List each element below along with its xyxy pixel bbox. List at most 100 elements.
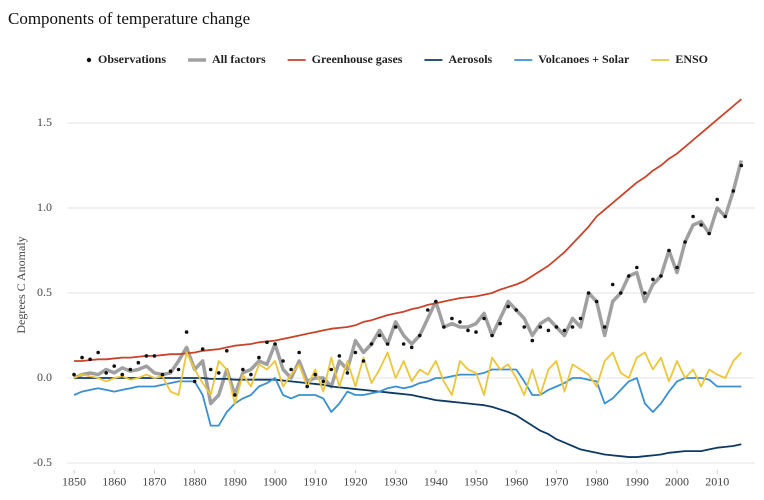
observation-point bbox=[707, 231, 711, 236]
observation-point bbox=[88, 357, 92, 362]
observation-point bbox=[425, 308, 430, 312]
x-tick-label: 1860 bbox=[102, 475, 126, 489]
series-line bbox=[73, 368, 742, 427]
observation-point bbox=[618, 291, 623, 295]
x-tick-label: 1920 bbox=[343, 475, 367, 489]
x-tick-label: 1880 bbox=[183, 475, 207, 489]
observation-point bbox=[361, 359, 366, 363]
observation-point bbox=[385, 342, 390, 346]
series-line bbox=[74, 377, 742, 458]
observation-point bbox=[144, 354, 149, 358]
legend-label: All factors bbox=[212, 52, 266, 66]
legend-label: ENSO bbox=[675, 52, 708, 66]
observation-point bbox=[474, 330, 478, 334]
observation-point bbox=[369, 342, 374, 346]
x-tick-label: 1980 bbox=[585, 475, 609, 489]
observation-point bbox=[723, 214, 728, 219]
observation-point bbox=[675, 265, 679, 270]
observation-point bbox=[578, 316, 583, 321]
x-tick-label: 1900 bbox=[263, 475, 287, 489]
observation-point bbox=[442, 325, 446, 329]
observation-point bbox=[514, 308, 519, 312]
y-tick-label: 0.5 bbox=[37, 285, 52, 299]
observation-point bbox=[466, 328, 470, 333]
observation-point bbox=[273, 342, 277, 346]
observation-point bbox=[96, 350, 100, 355]
observation-point bbox=[739, 163, 744, 168]
y-tick-label: -0.5 bbox=[33, 455, 52, 469]
observation-point bbox=[184, 330, 189, 334]
y-axis-label: Degrees C Anomaly bbox=[14, 236, 28, 333]
observation-point bbox=[329, 367, 334, 372]
y-tick-label: 1.5 bbox=[37, 115, 52, 129]
observation-point bbox=[659, 274, 663, 278]
observation-point bbox=[482, 316, 486, 321]
x-tick-label: 1850 bbox=[62, 475, 86, 489]
series-line bbox=[74, 98, 742, 362]
observation-point bbox=[112, 364, 117, 368]
observation-point bbox=[602, 325, 607, 329]
observation-point bbox=[257, 355, 261, 360]
observation-point bbox=[586, 291, 591, 295]
observation-point bbox=[160, 372, 165, 377]
observation-point bbox=[450, 316, 454, 321]
observation-point bbox=[297, 350, 301, 355]
observation-point bbox=[570, 325, 575, 329]
observation-point bbox=[683, 240, 687, 244]
x-tick-label: 1890 bbox=[223, 475, 247, 489]
x-tick-label: 1990 bbox=[625, 475, 649, 489]
observation-point bbox=[128, 367, 133, 372]
observation-point bbox=[715, 197, 720, 202]
x-tick-label: 1970 bbox=[544, 475, 568, 489]
y-tick-label: 0.0 bbox=[37, 370, 52, 384]
series-line bbox=[73, 351, 742, 405]
observation-point bbox=[313, 372, 318, 377]
observation-point bbox=[200, 347, 205, 351]
observation-point bbox=[546, 328, 551, 333]
observation-point bbox=[176, 367, 181, 372]
observation-point bbox=[699, 223, 703, 227]
observation-point bbox=[377, 333, 382, 338]
observation-point bbox=[208, 367, 213, 372]
observation-point bbox=[224, 349, 229, 353]
observation-point bbox=[249, 372, 253, 377]
observation-point bbox=[417, 333, 422, 338]
observation-point bbox=[136, 360, 141, 365]
observation-point bbox=[731, 189, 736, 193]
legend-label: Observations bbox=[98, 52, 166, 66]
observation-point bbox=[393, 325, 398, 329]
y-tick-label: 1.0 bbox=[37, 200, 52, 214]
observation-point bbox=[506, 304, 510, 309]
observation-point bbox=[594, 299, 599, 304]
observation-point bbox=[458, 320, 462, 324]
legend-label: Aerosols bbox=[448, 52, 492, 66]
observation-point bbox=[353, 350, 358, 355]
observation-point bbox=[241, 367, 245, 372]
x-tick-label: 1950 bbox=[464, 475, 488, 489]
x-tick-label: 1870 bbox=[142, 475, 166, 489]
observation-point bbox=[635, 265, 639, 270]
observation-point bbox=[691, 214, 695, 219]
observation-point bbox=[530, 338, 535, 343]
chart-title: Components of temperature change bbox=[8, 9, 250, 28]
observation-point bbox=[265, 340, 269, 345]
observation-point bbox=[168, 369, 173, 374]
x-tick-label: 1960 bbox=[504, 475, 528, 489]
observation-point bbox=[522, 325, 527, 329]
observation-point bbox=[104, 371, 108, 375]
observation-point bbox=[610, 282, 615, 287]
observation-point bbox=[538, 325, 543, 329]
observation-point bbox=[490, 333, 494, 338]
observation-point bbox=[434, 299, 438, 304]
observation-point bbox=[305, 384, 309, 389]
x-tick-label: 1910 bbox=[303, 475, 327, 489]
observation-point bbox=[401, 342, 406, 346]
legend-marker bbox=[86, 57, 92, 63]
x-tick-label: 1940 bbox=[424, 475, 448, 489]
observation-point bbox=[80, 355, 84, 360]
observation-point bbox=[281, 359, 285, 363]
observation-point bbox=[233, 393, 237, 397]
observation-point bbox=[345, 371, 350, 375]
observation-point bbox=[152, 354, 157, 358]
